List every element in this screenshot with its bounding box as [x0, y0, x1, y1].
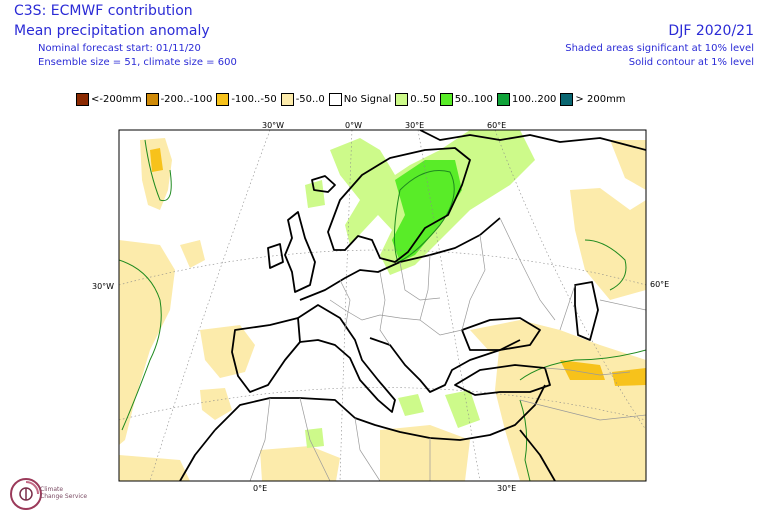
significance-contours — [119, 139, 646, 481]
coast-continent-north — [299, 217, 501, 301]
legend-swatch — [328, 92, 342, 106]
strong-wet-norway — [392, 160, 462, 262]
lon-label-top: 60°E — [487, 121, 506, 130]
legend-label: -200..-100 — [160, 93, 213, 105]
wet-area-libya — [305, 428, 324, 448]
legend-label: > 200mm — [575, 93, 626, 105]
contour-middle-east — [519, 349, 646, 381]
legend-label: <-200mm — [91, 93, 142, 105]
legend-label: 50..100 — [454, 93, 493, 105]
coast-africa-west — [179, 429, 216, 481]
moderate-dry-areas — [150, 148, 646, 386]
coast-britain — [284, 211, 316, 293]
legend-label: 100..200 — [511, 93, 557, 105]
legend-swatch — [560, 92, 574, 106]
contour-atlantic — [119, 259, 162, 431]
contour-caspian — [584, 239, 627, 291]
coast-arctic — [419, 130, 646, 151]
contour-scandinavia — [393, 170, 455, 263]
coast-north-africa — [214, 384, 546, 441]
lon-label-top: 30°W — [262, 121, 284, 130]
dry-area-africa-west — [119, 455, 190, 481]
logo-line-2: Change Service — [40, 493, 88, 500]
significance-shaded-note: Shaded areas significant at 10% level — [565, 43, 754, 54]
copernicus-logo-icon — [10, 478, 42, 510]
wet-area-greece — [398, 394, 424, 416]
legend-item: > 200mm — [560, 92, 626, 106]
legend-label: No Signal — [343, 93, 392, 105]
coast-black-sea — [461, 317, 541, 351]
dry-area-north-africa — [260, 446, 340, 481]
logo-line-1: Climate — [40, 486, 64, 493]
legend-swatch — [216, 92, 230, 106]
coast-red-sea — [519, 429, 556, 481]
coast-ireland — [267, 243, 284, 269]
graticule — [119, 130, 646, 481]
season-label: DJF 2020/21 — [668, 23, 754, 39]
legend-item: -50..0 — [280, 92, 325, 106]
dry-area-middle-east — [495, 330, 646, 481]
dry-area-atlantic-mid — [200, 325, 255, 378]
strong-wet-areas — [392, 160, 462, 262]
legend-swatch — [439, 92, 453, 106]
lon-label-top: 30°E — [405, 121, 424, 130]
contour-arabia — [519, 399, 531, 481]
coast-iberia — [231, 317, 301, 393]
coast-caspian — [574, 281, 599, 341]
significance-contour-note: Solid contour at 1% level — [628, 57, 754, 68]
legend-item: No Signal — [328, 92, 392, 106]
lat-label-left: 30°W — [92, 282, 114, 291]
map-frame — [118, 129, 647, 482]
color-legend: <-200mm -200..-100 -100..-50 -50..0 No Signa… — [76, 92, 630, 106]
legend-swatch — [496, 92, 510, 106]
legend-item: -200..-100 — [145, 92, 213, 106]
forecast-start-text: Nominal forecast start: 01/11/20 — [38, 43, 201, 54]
dry-area-atlantic-west — [119, 240, 175, 445]
legend-label: 0..50 — [410, 93, 436, 105]
dry-area-iberia-coast — [200, 388, 232, 420]
coastlines — [179, 130, 646, 481]
lon-label-bottom: 0°E — [253, 484, 267, 493]
dry-area-caspian — [570, 188, 646, 300]
chart-title: C3S: ECMWF contribution — [14, 3, 193, 19]
logo-caption: Climate Change Service — [40, 486, 87, 500]
dry-area-mid-atlantic — [180, 240, 205, 268]
legend-item: 0..50 — [395, 92, 436, 106]
legend-swatch — [280, 92, 294, 106]
lon-label-bottom: 30°E — [497, 484, 516, 493]
wet-area-aegean — [445, 390, 480, 428]
moderate-dry-iran — [560, 360, 605, 380]
lat-label-right: 60°E — [650, 280, 669, 289]
legend-item: 100..200 — [496, 92, 557, 106]
legend-item: -100..-50 — [216, 92, 277, 106]
legend-swatch — [145, 92, 159, 106]
chart-subtitle: Mean precipitation anomaly — [14, 23, 210, 39]
moderate-dry-greenland — [150, 148, 163, 172]
legend-item: <-200mm — [76, 92, 142, 106]
legend-item: 50..100 — [439, 92, 493, 106]
lon-label-top: 0°W — [345, 121, 362, 130]
moderate-dry-east — [612, 368, 646, 386]
legend-swatch — [76, 92, 89, 106]
ensemble-size-text: Ensemble size = 51, climate size = 600 — [38, 57, 237, 68]
legend-swatch — [395, 92, 409, 106]
country-borders — [249, 217, 646, 481]
legend-label: -50..0 — [295, 93, 325, 105]
coast-iceland — [311, 175, 336, 193]
coast-turkey — [454, 364, 551, 396]
coast-france-italy — [297, 304, 396, 413]
contour-greenland — [144, 139, 172, 202]
dry-area-arctic-east — [610, 140, 646, 190]
wet-area-atlantic-north — [305, 180, 325, 208]
coast-scandinavia — [327, 147, 471, 263]
coast-balkans — [369, 337, 521, 393]
legend-label: -100..-50 — [231, 93, 277, 105]
